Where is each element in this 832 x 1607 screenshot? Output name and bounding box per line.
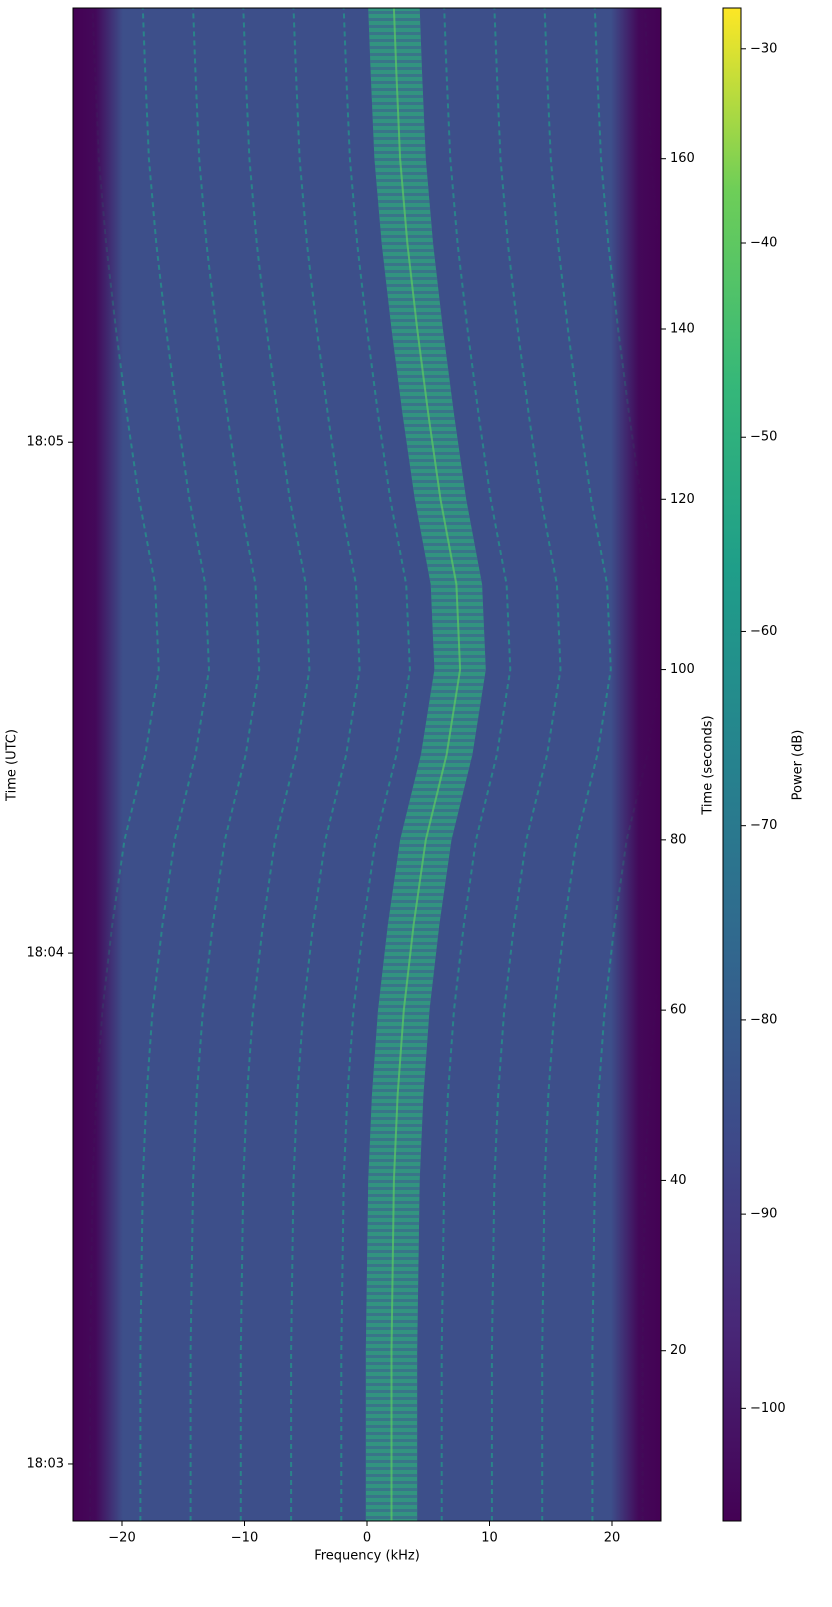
carrier-track xyxy=(390,8,462,1521)
colorbar-tick-label: −50 xyxy=(750,430,777,445)
y2-tick-label: 40 xyxy=(670,1173,687,1188)
harmonic-line xyxy=(189,8,261,1521)
y2-tick-label: 120 xyxy=(670,492,695,507)
x-axis-label: Frequency (kHz) xyxy=(314,1549,420,1564)
x-tick-label: −10 xyxy=(231,1531,258,1546)
x-tick-label: 10 xyxy=(481,1531,498,1546)
colorbar-tick-label: −40 xyxy=(750,236,777,251)
y2-tick-label: 20 xyxy=(670,1343,687,1358)
harmonic-line xyxy=(440,8,512,1521)
colorbar xyxy=(722,7,742,1522)
y2-tick-label: 80 xyxy=(670,832,687,847)
x-tick-label: −20 xyxy=(108,1531,135,1546)
colorbar-tick-label: −90 xyxy=(750,1207,777,1222)
x-tick-label: 20 xyxy=(604,1531,621,1546)
colorbar-label: Power (dB) xyxy=(791,730,806,801)
harmonic-line xyxy=(290,8,361,1521)
harmonic-line xyxy=(239,8,311,1521)
band-edge-right xyxy=(611,8,661,1521)
y-tick-label: 18:05 xyxy=(27,435,64,450)
y2-axis-label: Time (seconds) xyxy=(701,715,716,815)
y2-tick-label: 160 xyxy=(670,151,695,166)
y-tick-label: 18:03 xyxy=(27,1456,64,1471)
y2-tick-label: 140 xyxy=(670,321,695,336)
x-tick-label: 0 xyxy=(363,1531,371,1546)
y-axis-label: Time (UTC) xyxy=(5,729,20,802)
colorbar-tick-label: −100 xyxy=(750,1401,786,1416)
plot-area xyxy=(73,8,661,1521)
harmonic-line xyxy=(490,8,562,1521)
colorbar-tick-label: −30 xyxy=(750,41,777,56)
y2-tick-label: 60 xyxy=(670,1003,687,1018)
harmonic-line xyxy=(340,8,411,1521)
harmonic-line xyxy=(591,8,661,1521)
band-edge-left xyxy=(73,8,123,1521)
colorbar-tick-label: −60 xyxy=(750,624,777,639)
y2-tick-label: 100 xyxy=(670,662,695,677)
harmonic-line xyxy=(541,8,612,1521)
y-tick-label: 18:04 xyxy=(27,946,64,961)
colorbar-tick-label: −70 xyxy=(750,818,777,833)
harmonic-line xyxy=(139,8,211,1521)
colorbar-tick-label: −80 xyxy=(750,1012,777,1027)
